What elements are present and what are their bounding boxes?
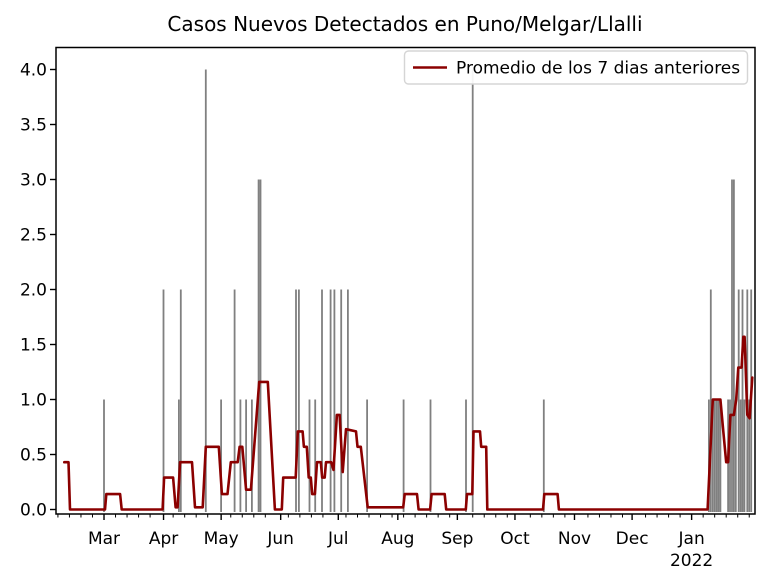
case-bar <box>333 289 336 512</box>
case-bar <box>314 399 317 512</box>
case-bar <box>162 289 165 512</box>
y-tick-label: 3.5 <box>20 116 47 136</box>
case-bar <box>251 399 253 512</box>
case-bar <box>259 179 262 512</box>
x-tick-label: Mar <box>88 529 120 549</box>
case-bar <box>178 399 180 512</box>
y-tick-label: 2.5 <box>20 226 47 246</box>
case-bar <box>715 399 718 512</box>
case-bar <box>402 399 405 512</box>
case-bar <box>542 399 545 512</box>
axes: 0.0 0.5 1.0 1.5 2.0 2.5 3.0 3.5 4.0 Mar Apr May Jun J… <box>20 46 756 571</box>
case-bar <box>713 399 716 512</box>
case-bar <box>245 399 247 512</box>
plot-frame <box>55 46 756 515</box>
case-bar <box>733 179 735 512</box>
x-tick-label: Sep <box>441 529 473 549</box>
y-tick-label: 1.5 <box>20 336 47 356</box>
case-bar <box>737 289 740 512</box>
case-bar <box>741 289 744 512</box>
case-bar <box>711 399 714 512</box>
case-bar <box>739 399 742 512</box>
case-bar <box>465 399 467 512</box>
average-line <box>63 335 754 511</box>
case-bar <box>179 289 182 512</box>
case-bar <box>729 399 731 512</box>
case-bar <box>239 399 242 512</box>
case-bar <box>347 289 349 512</box>
x-tick-label: Dec <box>616 529 649 549</box>
case-bar <box>748 399 751 512</box>
chart-title: Casos Nuevos Detectados en Puno/Melgar/L… <box>167 12 642 36</box>
case-bar <box>329 289 332 512</box>
y-tick-label: 3.0 <box>20 171 47 191</box>
case-bar <box>717 399 720 512</box>
case-bar <box>257 179 260 512</box>
y-tick-label: 0.0 <box>20 501 47 521</box>
x-tick-year-label: 2022 <box>670 551 713 571</box>
case-bar <box>204 69 207 512</box>
x-tick-label: Nov <box>558 529 591 549</box>
case-bar <box>731 179 733 512</box>
case-bar <box>340 289 343 512</box>
case-bar <box>233 289 236 512</box>
case-bar <box>743 399 746 512</box>
case-bar <box>321 289 323 512</box>
case-bar <box>429 399 432 512</box>
case-bar <box>719 399 722 512</box>
case-bar <box>295 289 297 512</box>
daily-cases-bars <box>103 69 753 512</box>
seven-day-average-line <box>63 335 754 511</box>
case-bar <box>308 399 311 512</box>
case-bar <box>734 399 737 512</box>
x-tick-label: May <box>204 529 239 549</box>
case-bar <box>103 399 105 512</box>
legend: Promedio de los 7 dias anteriores <box>403 50 749 85</box>
x-tick-label: Aug <box>381 529 414 549</box>
x-tick-label: Oct <box>500 529 530 549</box>
x-tick-label: Jul <box>327 529 349 549</box>
x-tick-label: Jun <box>266 529 294 549</box>
y-tick-label: 1.0 <box>20 391 47 411</box>
y-tick-label: 4.0 <box>20 61 47 81</box>
case-bar <box>709 289 712 512</box>
x-tick-label: Apr <box>149 529 178 549</box>
x-tick-label: Jan <box>678 529 705 549</box>
y-tick-label: 2.0 <box>20 281 47 301</box>
legend-box <box>403 50 749 85</box>
case-bar <box>366 399 368 512</box>
legend-label: Promedio de los 7 dias anteriores <box>456 59 740 79</box>
case-bar <box>298 289 300 512</box>
case-bar <box>220 399 222 512</box>
case-bar <box>471 69 474 512</box>
y-tick-label: 0.5 <box>20 446 47 466</box>
